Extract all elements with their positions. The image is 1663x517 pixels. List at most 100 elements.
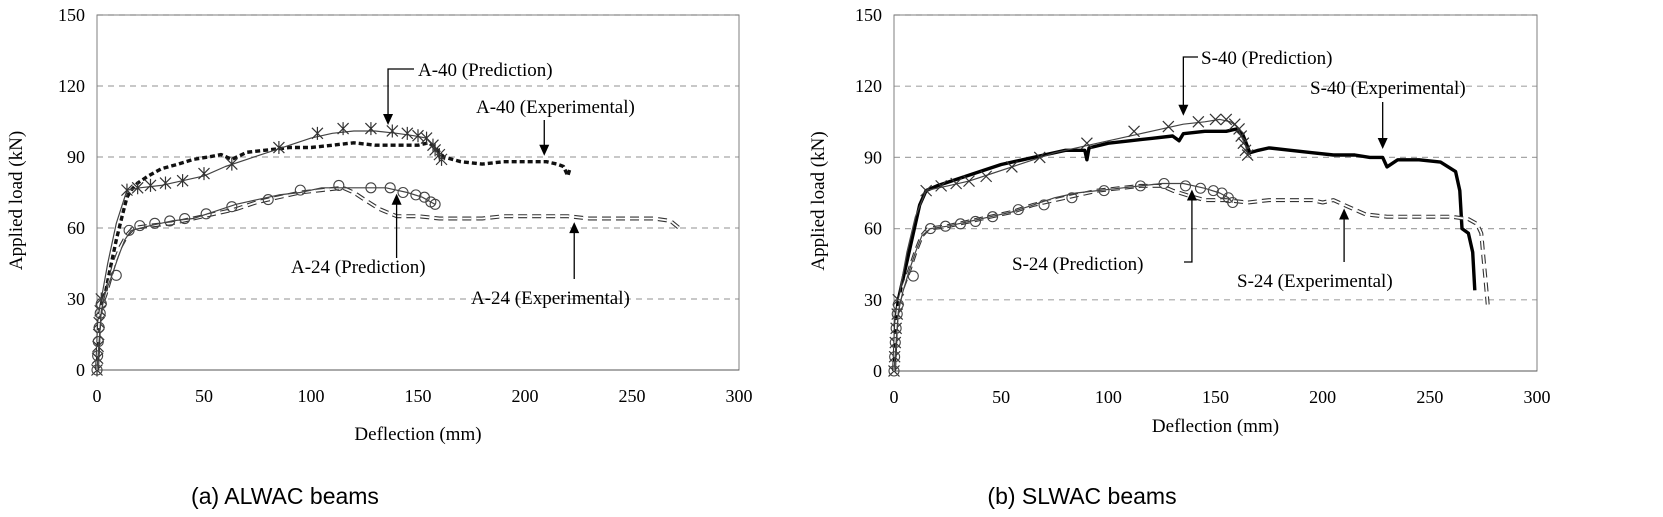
series-S40pred-marker — [1233, 122, 1246, 135]
y-tick-label: 30 — [67, 289, 85, 309]
x-tick-label: 300 — [726, 386, 753, 406]
x-axis-title: Deflection (mm) — [354, 424, 481, 445]
series-A24pred-marker — [95, 298, 107, 310]
series-S24pred-marker — [924, 223, 936, 235]
series-A40pred-marker — [311, 126, 324, 140]
series-A24pred-line — [96, 187, 436, 371]
series-A24pred-marker — [200, 208, 212, 220]
annotation-arrow-line — [1184, 197, 1193, 263]
series-S40pred-marker — [1128, 125, 1140, 138]
series-A24pred-marker — [365, 182, 377, 194]
series-A24pred-marker — [333, 179, 345, 191]
series-A24pred-marker — [179, 212, 191, 225]
y-tick-label: 0 — [76, 360, 85, 380]
series-A40exp-line — [95, 141, 572, 371]
x-tick-label: 50 — [195, 386, 213, 406]
x-tick-label: 150 — [405, 386, 432, 406]
series-S40pred-marker — [1220, 113, 1233, 126]
series-S24pred-marker — [907, 270, 919, 282]
series-S24pred-marker — [954, 218, 966, 230]
series-S40pred-marker — [1033, 151, 1046, 164]
series-A24pred-marker — [149, 217, 161, 229]
series-A40pred-marker — [176, 174, 189, 188]
series-S40pred-marker — [1192, 115, 1205, 128]
annotation-arrowhead — [391, 193, 402, 205]
chart-alwac-beams: 0 30 60 90 120 150 0 50 100 150 200 250 300 Deflectio… — [6, 5, 753, 509]
series-S24pred-marker — [939, 220, 951, 232]
series-A40pred-marker — [337, 122, 350, 136]
y-tick-label: 120 — [58, 76, 85, 96]
series-A40pred-marker — [435, 152, 448, 166]
series-A40pred-line — [96, 130, 440, 371]
x-tick-label: 100 — [298, 386, 325, 406]
annotation-label: S-40 (Experimental) — [1310, 78, 1466, 99]
y-tick-label: 30 — [864, 290, 882, 310]
series-S24pred-marker — [1194, 182, 1207, 194]
series-S24pred-marker — [888, 365, 900, 377]
series-S24exp-line — [892, 183, 1490, 372]
series-S40pred-marker — [1241, 149, 1254, 161]
annotation-label: A-24 (Prediction) — [291, 257, 426, 278]
x-tick-label: 0 — [890, 387, 899, 407]
x-tick-label: 200 — [512, 386, 539, 406]
series-A40pred-marker — [272, 141, 285, 155]
annotation-label: S-24 (Experimental) — [1237, 271, 1393, 292]
series-A24pred-marker — [262, 194, 274, 206]
series-A40pred-marker — [412, 129, 424, 143]
series-S24pred-line — [893, 182, 1234, 372]
series-S24pred-marker — [1012, 204, 1024, 216]
y-axis-title: Applied load (kN) — [6, 131, 27, 270]
series-S24pred-marker — [1098, 185, 1110, 197]
series-S40pred-marker — [935, 179, 948, 192]
series-S24pred-marker — [1207, 185, 1219, 197]
y-axis-title: Applied load (kN) — [808, 131, 829, 270]
annotation-arrowhead — [1178, 104, 1189, 116]
annotation-arrowhead — [539, 144, 550, 156]
series-S40pred-marker — [963, 175, 975, 188]
series-S24pred-marker — [1227, 196, 1239, 209]
annotation-label: S-40 (Prediction) — [1201, 48, 1332, 69]
annotation-label: A-24 (Experimental) — [471, 288, 630, 309]
y-tick-label: 150 — [855, 5, 882, 25]
x-tick-label: 250 — [1416, 387, 1443, 407]
series-A24pred-marker — [226, 201, 238, 213]
y-tick-label: 0 — [873, 361, 882, 381]
series-A40pred-marker — [144, 178, 157, 192]
series-A24pred-marker — [91, 364, 103, 376]
x-tick-label: 200 — [1309, 387, 1336, 407]
series-A40pred-marker — [198, 167, 210, 181]
series-S24pred-marker — [889, 351, 901, 363]
annotation-arrowhead — [1339, 208, 1350, 220]
y-tick-label: 60 — [864, 219, 882, 239]
y-tick-label: 150 — [58, 5, 85, 25]
series-A24pred-marker — [110, 269, 122, 281]
series-S24pred-marker — [969, 215, 981, 228]
y-tick-label: 120 — [855, 76, 882, 96]
series-A40pred-marker — [121, 183, 133, 197]
x-tick-label: 0 — [93, 386, 102, 406]
chart-caption: (a) ALWAC beams — [191, 483, 379, 509]
series-A24pred-marker — [92, 350, 104, 362]
series-A24pred-marker — [134, 220, 146, 232]
chart-slwac-beams: 0 30 60 90 120 150 0 50 100 150 200 250 300 Deflectio… — [808, 5, 1551, 509]
x-tick-label: 300 — [1524, 387, 1551, 407]
series-S24pred-marker — [1066, 192, 1078, 204]
series-S40pred-line — [893, 118, 1249, 372]
series-A24exp-line — [95, 185, 681, 371]
series-S24pred-marker — [889, 336, 901, 349]
annotation-arrow-line — [387, 68, 414, 117]
series-A24pred-marker — [93, 321, 105, 333]
series-A40pred-marker — [131, 181, 144, 195]
series-S40exp-line — [892, 127, 1477, 372]
series-S40pred-marker — [1209, 113, 1222, 126]
y-tick-label: 90 — [67, 147, 85, 167]
series-S40pred-marker — [1237, 137, 1250, 150]
series-S40pred-marker — [980, 170, 993, 183]
series-A24pred-marker — [397, 186, 409, 199]
y-tick-label: 90 — [864, 147, 882, 167]
annotation-label: S-24 (Prediction) — [1012, 254, 1143, 275]
series-S40pred-marker — [1005, 160, 1018, 173]
series-S40pred-marker — [1080, 137, 1093, 150]
series-A40pred-marker — [159, 176, 172, 190]
series-A40pred-marker — [364, 122, 377, 136]
